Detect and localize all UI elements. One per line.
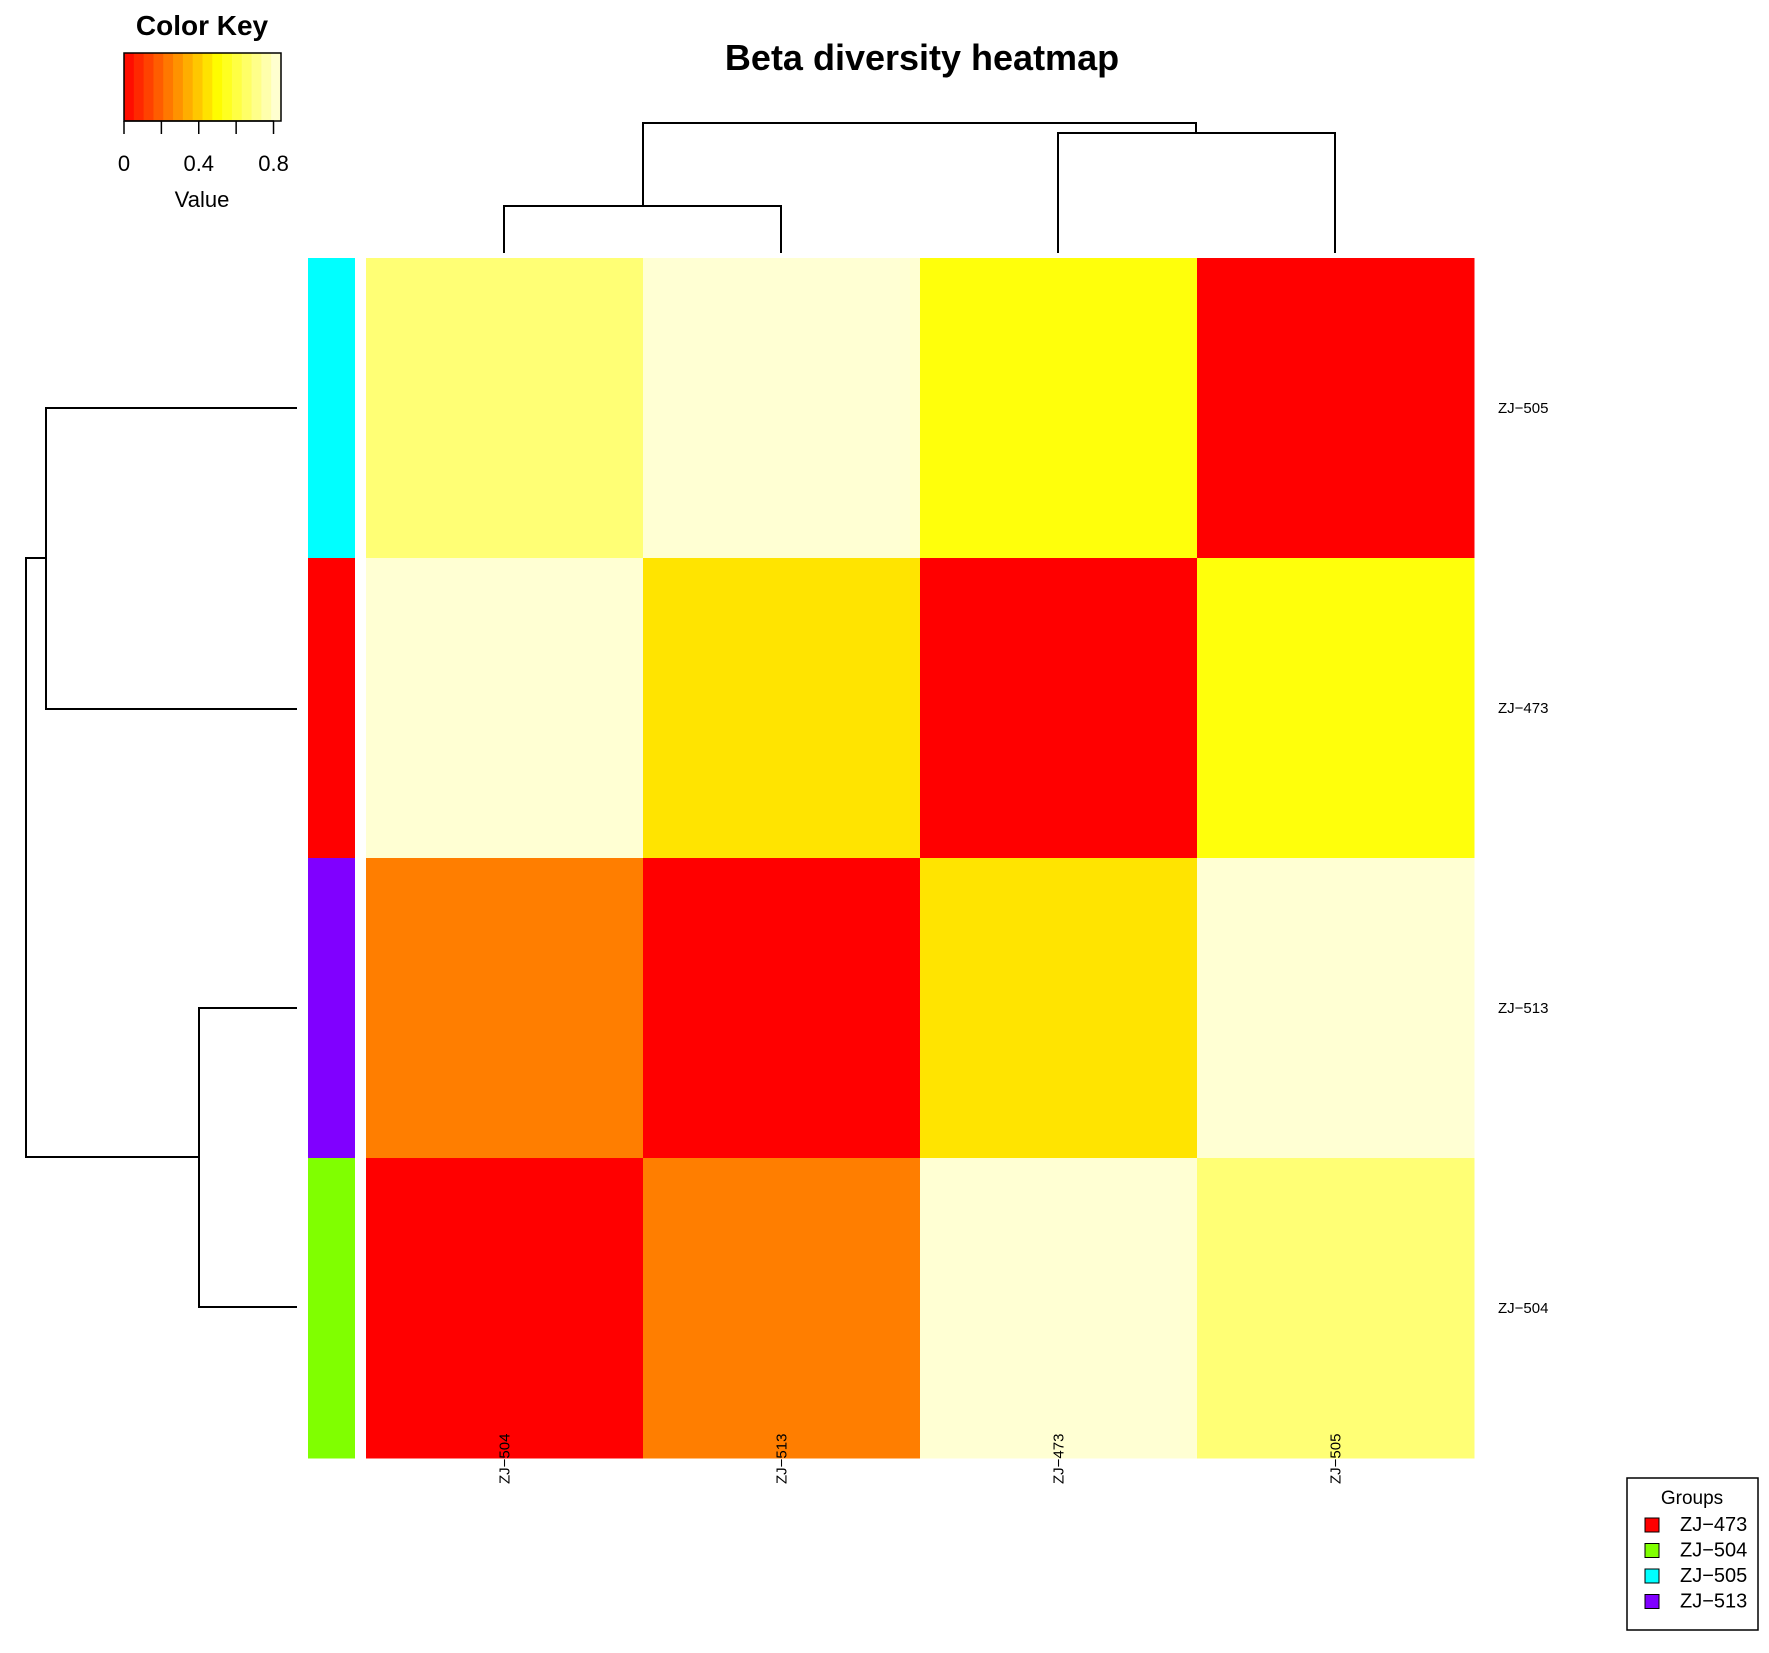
color-key-band xyxy=(153,53,164,121)
groups-legend: Groups ZJ−473 ZJ−504 ZJ−505 ZJ−513 xyxy=(1626,1477,1759,1631)
legend-label-zj-505: ZJ−505 xyxy=(1680,1565,1747,1587)
color-key-band xyxy=(231,53,243,121)
color-key-band xyxy=(222,53,233,121)
heatmap-cell-zj-504-zj-504 xyxy=(366,1158,644,1459)
heatmap-cell-zj-513-zj-505 xyxy=(1197,858,1475,1159)
row-label-zj-504: ZJ−504 xyxy=(1498,1300,1548,1317)
heatmap-cell-zj-505-zj-473 xyxy=(920,258,1198,559)
heatmap-cell-zj-504-zj-505 xyxy=(1197,1158,1475,1459)
color-key-band xyxy=(133,53,145,121)
column-labels: ZJ−504 ZJ−513 ZJ−473 ZJ−505 xyxy=(497,1434,1345,1484)
heatmap-cell-zj-513-zj-513 xyxy=(643,858,921,1159)
column-label-zj-505: ZJ−505 xyxy=(1328,1434,1345,1484)
heatmap-cell-zj-505-zj-505 xyxy=(1197,258,1475,559)
heatmap-cell-zj-504-zj-473 xyxy=(920,1158,1198,1459)
row-side-color-zj-504 xyxy=(308,1158,355,1459)
column-dendrogram xyxy=(503,122,1336,253)
row-side-color-zj-505 xyxy=(308,258,355,559)
row-label-zj-505: ZJ−505 xyxy=(1498,400,1548,417)
row-dendrogram xyxy=(25,407,297,1308)
heatmap-cell-zj-513-zj-473 xyxy=(920,858,1198,1159)
color-key-tick-label: 0 xyxy=(118,151,130,176)
legend-swatch-zj-505 xyxy=(1644,1568,1660,1584)
heatmap-cell-zj-473-zj-473 xyxy=(920,558,1198,859)
color-key-band xyxy=(241,53,253,121)
color-key-band xyxy=(143,53,155,121)
color-key-band xyxy=(271,53,282,121)
row-dendrogram-branch-bottom xyxy=(198,1007,297,1308)
legend-swatch-zj-513 xyxy=(1644,1594,1660,1609)
heatmap-cell-zj-473-zj-504 xyxy=(366,558,644,859)
color-key-band xyxy=(182,53,194,121)
legend-label-zj-504: ZJ−504 xyxy=(1680,1540,1747,1562)
row-labels: ZJ−505 ZJ−473 ZJ−513 ZJ−504 xyxy=(1498,400,1548,1317)
color-key-ticks: 0 0.4 0.8 xyxy=(118,120,289,176)
color-key-tick-label: 0.4 xyxy=(183,151,214,176)
legend-label-zj-513: ZJ−513 xyxy=(1680,1591,1747,1613)
row-label-zj-513: ZJ−513 xyxy=(1498,1000,1548,1017)
color-key-band xyxy=(202,53,213,121)
column-dendrogram-root xyxy=(642,122,1197,206)
color-key-value-label: Value xyxy=(175,187,230,212)
heatmap-cell-zj-504-zj-513 xyxy=(643,1158,921,1459)
heatmap-cell-zj-505-zj-513 xyxy=(643,258,921,559)
column-label-zj-473: ZJ−473 xyxy=(1051,1434,1068,1484)
heatmap-cell-zj-513-zj-504 xyxy=(366,858,644,1159)
color-key-title: Color Key xyxy=(136,10,269,41)
row-side-color-zj-473 xyxy=(308,558,355,859)
color-key: Color Key 0 0.4 0.8 Value xyxy=(118,10,289,212)
heatmap-cells xyxy=(366,258,1475,1459)
color-key-band xyxy=(124,53,135,121)
heatmap-cell-zj-505-zj-504 xyxy=(366,258,644,559)
row-dendrogram-root xyxy=(25,557,199,1158)
legend-label-zj-473: ZJ−473 xyxy=(1680,1514,1747,1536)
heatmap-cell-zj-473-zj-513 xyxy=(643,558,921,859)
color-key-band xyxy=(173,53,184,121)
color-key-band xyxy=(251,53,262,121)
color-key-band xyxy=(261,53,272,121)
color-key-band xyxy=(163,53,174,121)
column-dendrogram-branch-right xyxy=(1057,132,1336,253)
row-side-color-bar xyxy=(308,258,355,1459)
column-label-zj-513: ZJ−513 xyxy=(774,1434,791,1484)
groups-legend-items: ZJ−473 ZJ−504 ZJ−505 ZJ−513 xyxy=(1644,1514,1747,1613)
color-key-bands xyxy=(124,53,282,121)
color-key-band xyxy=(212,53,223,121)
row-side-color-zj-513 xyxy=(308,858,355,1159)
legend-swatch-zj-504 xyxy=(1644,1543,1660,1558)
row-dendrogram-branch-top xyxy=(45,407,297,710)
row-label-zj-473: ZJ−473 xyxy=(1498,700,1548,717)
column-label-zj-504: ZJ−504 xyxy=(497,1434,514,1484)
groups-legend-title: Groups xyxy=(1661,1488,1723,1509)
legend-swatch-zj-473 xyxy=(1644,1517,1660,1533)
color-key-tick-label: 0.8 xyxy=(258,151,289,176)
color-key-band xyxy=(192,53,204,121)
chart-title: Beta diversity heatmap xyxy=(725,37,1119,78)
column-dendrogram-branch-left xyxy=(503,205,782,253)
heatmap-cell-zj-473-zj-505 xyxy=(1197,558,1475,859)
